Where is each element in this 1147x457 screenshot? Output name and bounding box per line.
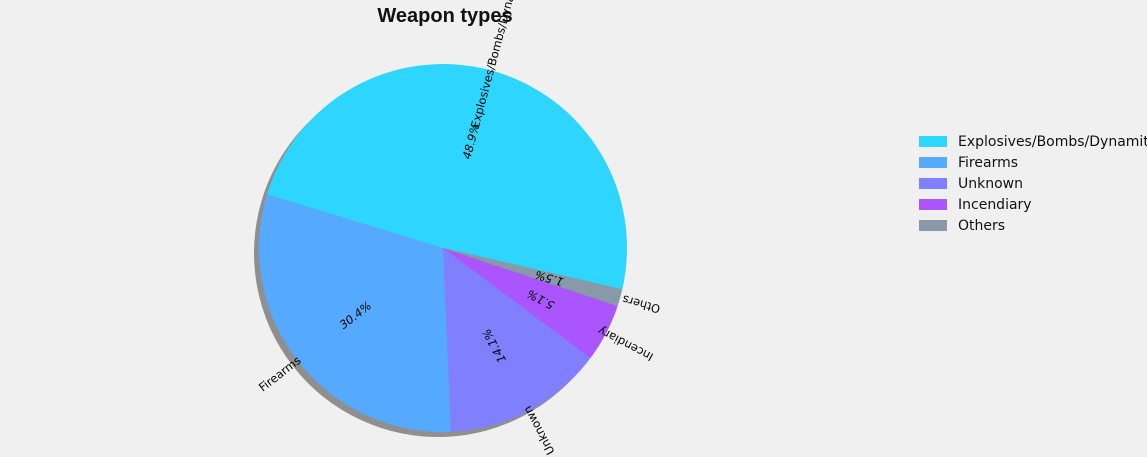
pie-slice-others [443, 248, 623, 307]
pie-slice-firearms [259, 194, 451, 432]
slice-label-others: Others [621, 292, 662, 316]
legend-label-unknown: Unknown [958, 176, 1023, 192]
legend-swatch-others [919, 220, 947, 231]
legend: Explosives/Bombs/Dynamite Firearms Unknown… [919, 134, 1147, 234]
slice-label-unknown: Unknown [520, 404, 557, 457]
legend-label-explosives-bombs-dynamite: Explosives/Bombs/Dynamite [958, 134, 1147, 150]
legend-label-others: Others [958, 218, 1005, 234]
pie-slice-incendiary [443, 248, 618, 359]
legend-swatch-unknown [919, 178, 947, 189]
pie-slice-explosives-bombs-dynamite [267, 63, 628, 290]
legend-label-incendiary: Incendiary [958, 197, 1032, 213]
slice-label-incendiary: Incendiary [595, 324, 655, 364]
legend-swatch-explosives-bombs-dynamite [919, 136, 947, 147]
legend-swatch-incendiary [919, 199, 947, 210]
legend-swatch-firearms [919, 157, 947, 168]
chart-title: Weapon types [377, 5, 512, 27]
pie-slice-unknown [443, 248, 591, 432]
legend-label-firearms: Firearms [958, 155, 1018, 171]
slice-label-firearms: Firearms [256, 353, 304, 394]
pie-slices [259, 63, 628, 432]
